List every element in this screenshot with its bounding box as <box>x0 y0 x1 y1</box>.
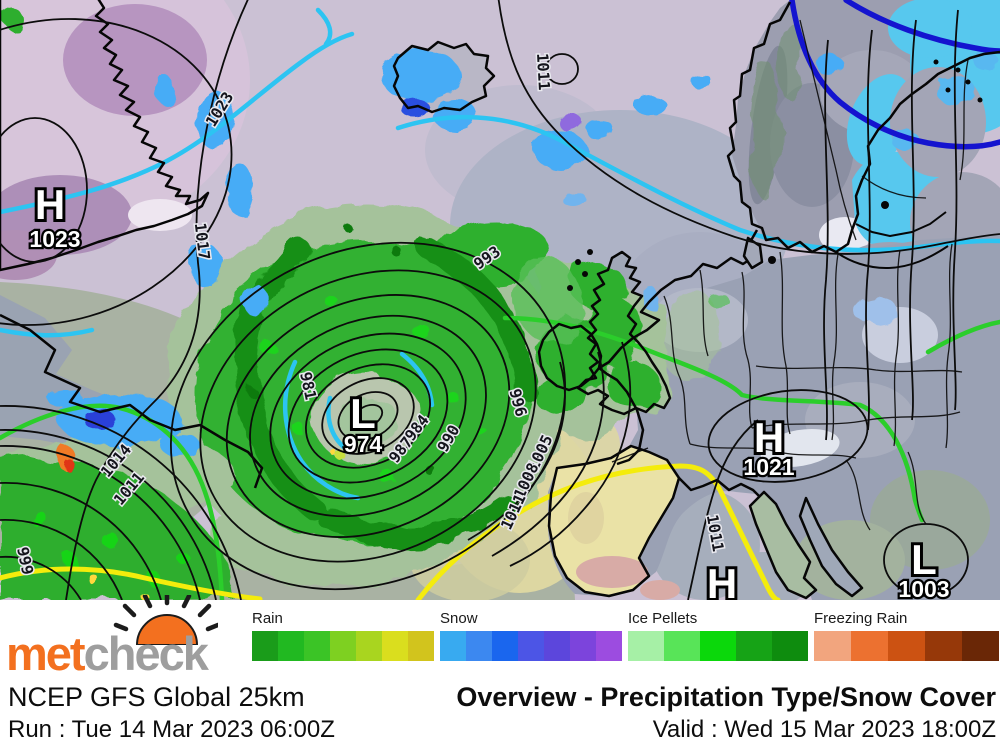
pressure-center-value: 1003 <box>898 576 949 600</box>
pressure-center-letter: L <box>350 390 376 437</box>
metcheck-sun-icon <box>113 595 218 645</box>
dark-blue-line <box>789 0 1000 150</box>
legend-swatch <box>356 631 382 661</box>
legend-label: Rain <box>252 610 283 627</box>
legend-swatch <box>492 631 518 661</box>
legend-swatch <box>544 631 570 661</box>
legend-group: Snow <box>440 609 622 661</box>
legend-swatch <box>330 631 356 661</box>
title-row: NCEP GFS Global 25km Overview - Precipit… <box>0 682 1000 714</box>
legend-swatch <box>736 631 772 661</box>
legend-swatch <box>772 631 808 661</box>
iceland-coast <box>392 40 496 114</box>
legend-swatch <box>628 631 664 661</box>
legend-group: Ice Pellets <box>628 609 808 661</box>
legend-swatch <box>925 631 962 661</box>
legend-swatch <box>382 631 408 661</box>
legend-swatch <box>570 631 596 661</box>
pressure-center-letter: H <box>35 181 65 228</box>
metcheck-logo: metcheck <box>6 627 209 680</box>
pressure-center-value: 974 <box>344 431 383 457</box>
pressure-center-letter: L <box>911 536 937 583</box>
legend-swatch <box>440 631 466 661</box>
legend-swatch <box>596 631 622 661</box>
legend-swatch <box>408 631 434 661</box>
legend-swatch <box>962 631 999 661</box>
legend-swatch <box>888 631 925 661</box>
legend-swatches <box>252 631 434 661</box>
legend-swatches <box>814 631 999 661</box>
chart-title: Overview - Precipitation Type/Snow Cover <box>456 682 996 712</box>
legend-swatch <box>518 631 544 661</box>
legend-swatch <box>278 631 304 661</box>
legend-swatch <box>814 631 851 661</box>
pressure-center-letter: H <box>707 560 737 600</box>
denmark-coast <box>742 236 764 270</box>
isobar-value-label: 981 <box>296 370 319 401</box>
legend-label: Ice Pellets <box>628 610 698 627</box>
legend-swatch <box>466 631 492 661</box>
legend-label: Snow <box>440 610 478 627</box>
run-time: Run : Tue 14 Mar 2023 06:00Z <box>8 716 335 743</box>
legend-swatch <box>304 631 330 661</box>
valid-time: Valid : Wed 15 Mar 2023 18:00Z <box>652 716 996 743</box>
time-row: Run : Tue 14 Mar 2023 06:00Z Valid : Wed… <box>0 714 1000 746</box>
precip-type-legend: Rain Snow Ice Pellets Freezing Rain <box>252 609 999 661</box>
pressure-center-letter: H <box>754 414 784 461</box>
pressure-center-value: 1023 <box>29 226 80 252</box>
italy-coast <box>748 490 818 600</box>
adriatic-coast <box>798 496 864 598</box>
mediterranean-coast <box>678 477 764 501</box>
legend-swatch <box>252 631 278 661</box>
legend-swatch <box>700 631 736 661</box>
legend-group: Freezing Rain <box>814 609 999 661</box>
model-title: NCEP GFS Global 25km <box>8 682 305 712</box>
freezing-rain-area <box>58 445 75 472</box>
pressure-center-value: 1021 <box>743 454 794 480</box>
weather-map: 1023 1017 1011 993 981 984 987 990 996 1005 1008 10… <box>0 0 1000 600</box>
legend-group: Rain <box>252 609 434 661</box>
legend-swatch <box>664 631 700 661</box>
legend-label: Freezing Rain <box>814 610 908 627</box>
isobar-value-label: 1011 <box>533 53 553 91</box>
legend-swatch <box>851 631 888 661</box>
isobars <box>0 0 1000 600</box>
logo-met: met <box>6 627 86 680</box>
legend-swatches <box>628 631 808 661</box>
logo-check: check <box>83 627 209 680</box>
legend-swatches <box>440 631 622 661</box>
coastlines <box>0 0 1000 600</box>
